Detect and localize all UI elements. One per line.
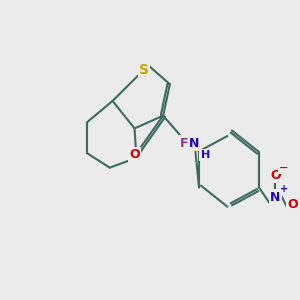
Text: H: H: [201, 150, 210, 160]
Text: +: +: [280, 184, 288, 194]
Text: S: S: [139, 62, 149, 76]
Text: −: −: [279, 163, 289, 173]
Text: N: N: [270, 190, 280, 204]
Text: O: O: [270, 169, 281, 182]
Text: F: F: [180, 136, 189, 150]
Text: O: O: [287, 199, 298, 212]
Text: O: O: [129, 148, 140, 161]
Text: N: N: [188, 136, 199, 150]
